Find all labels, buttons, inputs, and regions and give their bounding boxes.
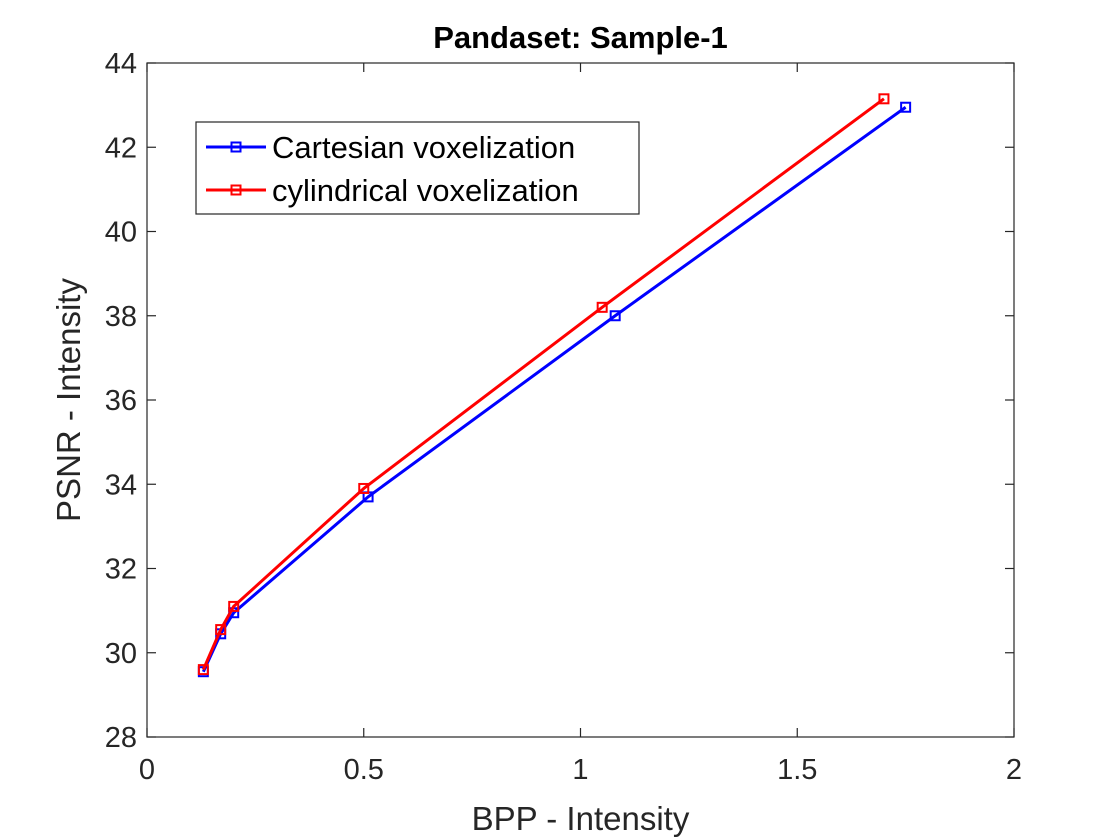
y-tick-label: 32 bbox=[105, 554, 137, 586]
legend-item: Cartesian voxelization bbox=[206, 130, 575, 165]
axes: 0 0.5 1 1.5 2 28 30 32 34 36 38 40 42 44 bbox=[105, 48, 1022, 786]
series-cylindrical bbox=[197, 93, 890, 676]
data-point bbox=[197, 664, 209, 676]
series-line bbox=[201, 106, 907, 673]
y-tick-label: 34 bbox=[105, 469, 137, 501]
data-point bbox=[609, 310, 621, 322]
x-tick-label: 0.5 bbox=[344, 754, 384, 786]
data-point bbox=[900, 101, 912, 113]
data-point bbox=[228, 600, 240, 612]
data-point bbox=[878, 93, 890, 105]
legend-marker bbox=[230, 184, 242, 196]
y-tick-label: 36 bbox=[105, 385, 137, 417]
y-tick-label: 28 bbox=[105, 722, 137, 754]
y-tick-label: 30 bbox=[105, 638, 137, 670]
x-tick-label: 2 bbox=[1006, 754, 1022, 786]
x-axis-label: BPP - Intensity bbox=[472, 800, 690, 837]
x-tick-label: 1 bbox=[572, 754, 588, 786]
legend-box bbox=[195, 121, 640, 215]
data-point bbox=[358, 482, 370, 494]
series-line bbox=[201, 97, 885, 671]
data-point bbox=[596, 301, 608, 313]
legend-label: cylindrical voxelization bbox=[272, 173, 579, 208]
legend: Cartesian voxelization cylindrical voxeli… bbox=[195, 121, 640, 215]
legend-item: cylindrical voxelization bbox=[206, 173, 579, 208]
y-tick-label: 44 bbox=[105, 48, 137, 80]
y-tick-label: 42 bbox=[105, 132, 137, 164]
x-tick-label: 0 bbox=[139, 754, 155, 786]
x-tick-label: 1.5 bbox=[777, 754, 817, 786]
y-tick-label: 38 bbox=[105, 301, 137, 333]
legend-marker bbox=[230, 141, 242, 153]
y-axis-label: PSNR - Intensity bbox=[50, 278, 87, 522]
y-tick-label: 40 bbox=[105, 217, 137, 249]
series-layer bbox=[197, 93, 912, 678]
data-point bbox=[215, 624, 227, 636]
chart-title: Pandaset: Sample-1 bbox=[433, 20, 728, 55]
legend-label: Cartesian voxelization bbox=[272, 130, 575, 165]
